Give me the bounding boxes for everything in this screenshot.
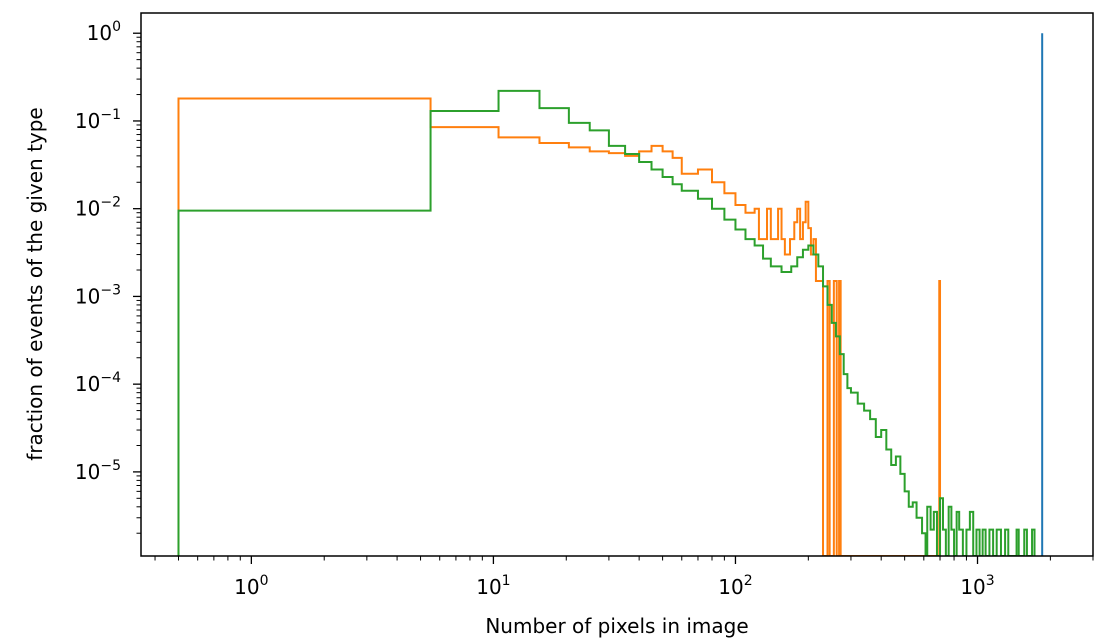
- y-tick-label: 10−4: [75, 370, 121, 396]
- y-tick-label: 100: [87, 19, 121, 45]
- x-tick-label: 100: [234, 573, 268, 599]
- y-axis-label: fraction of events of the given type: [23, 107, 47, 460]
- y-tick-label: 10−2: [75, 195, 121, 221]
- series-layer: [177, 33, 1044, 556]
- x-axis: 100 101 102 103: [154, 556, 1094, 599]
- x-axis-label: Number of pixels in image: [485, 614, 748, 638]
- y-axis: 100 10−1 10−2 10−3 10−4 10−5: [75, 19, 141, 534]
- series-2-line: [177, 89, 1036, 556]
- x-tick-label: 103: [960, 573, 994, 599]
- x-tick-label: 101: [476, 573, 510, 599]
- y-tick-label: 10−5: [75, 458, 121, 484]
- y-tick-label: 10−1: [75, 107, 121, 133]
- x-tick-label: 102: [718, 573, 752, 599]
- plot-frame: [140, 12, 1094, 557]
- y-tick-label: 10−3: [75, 282, 121, 308]
